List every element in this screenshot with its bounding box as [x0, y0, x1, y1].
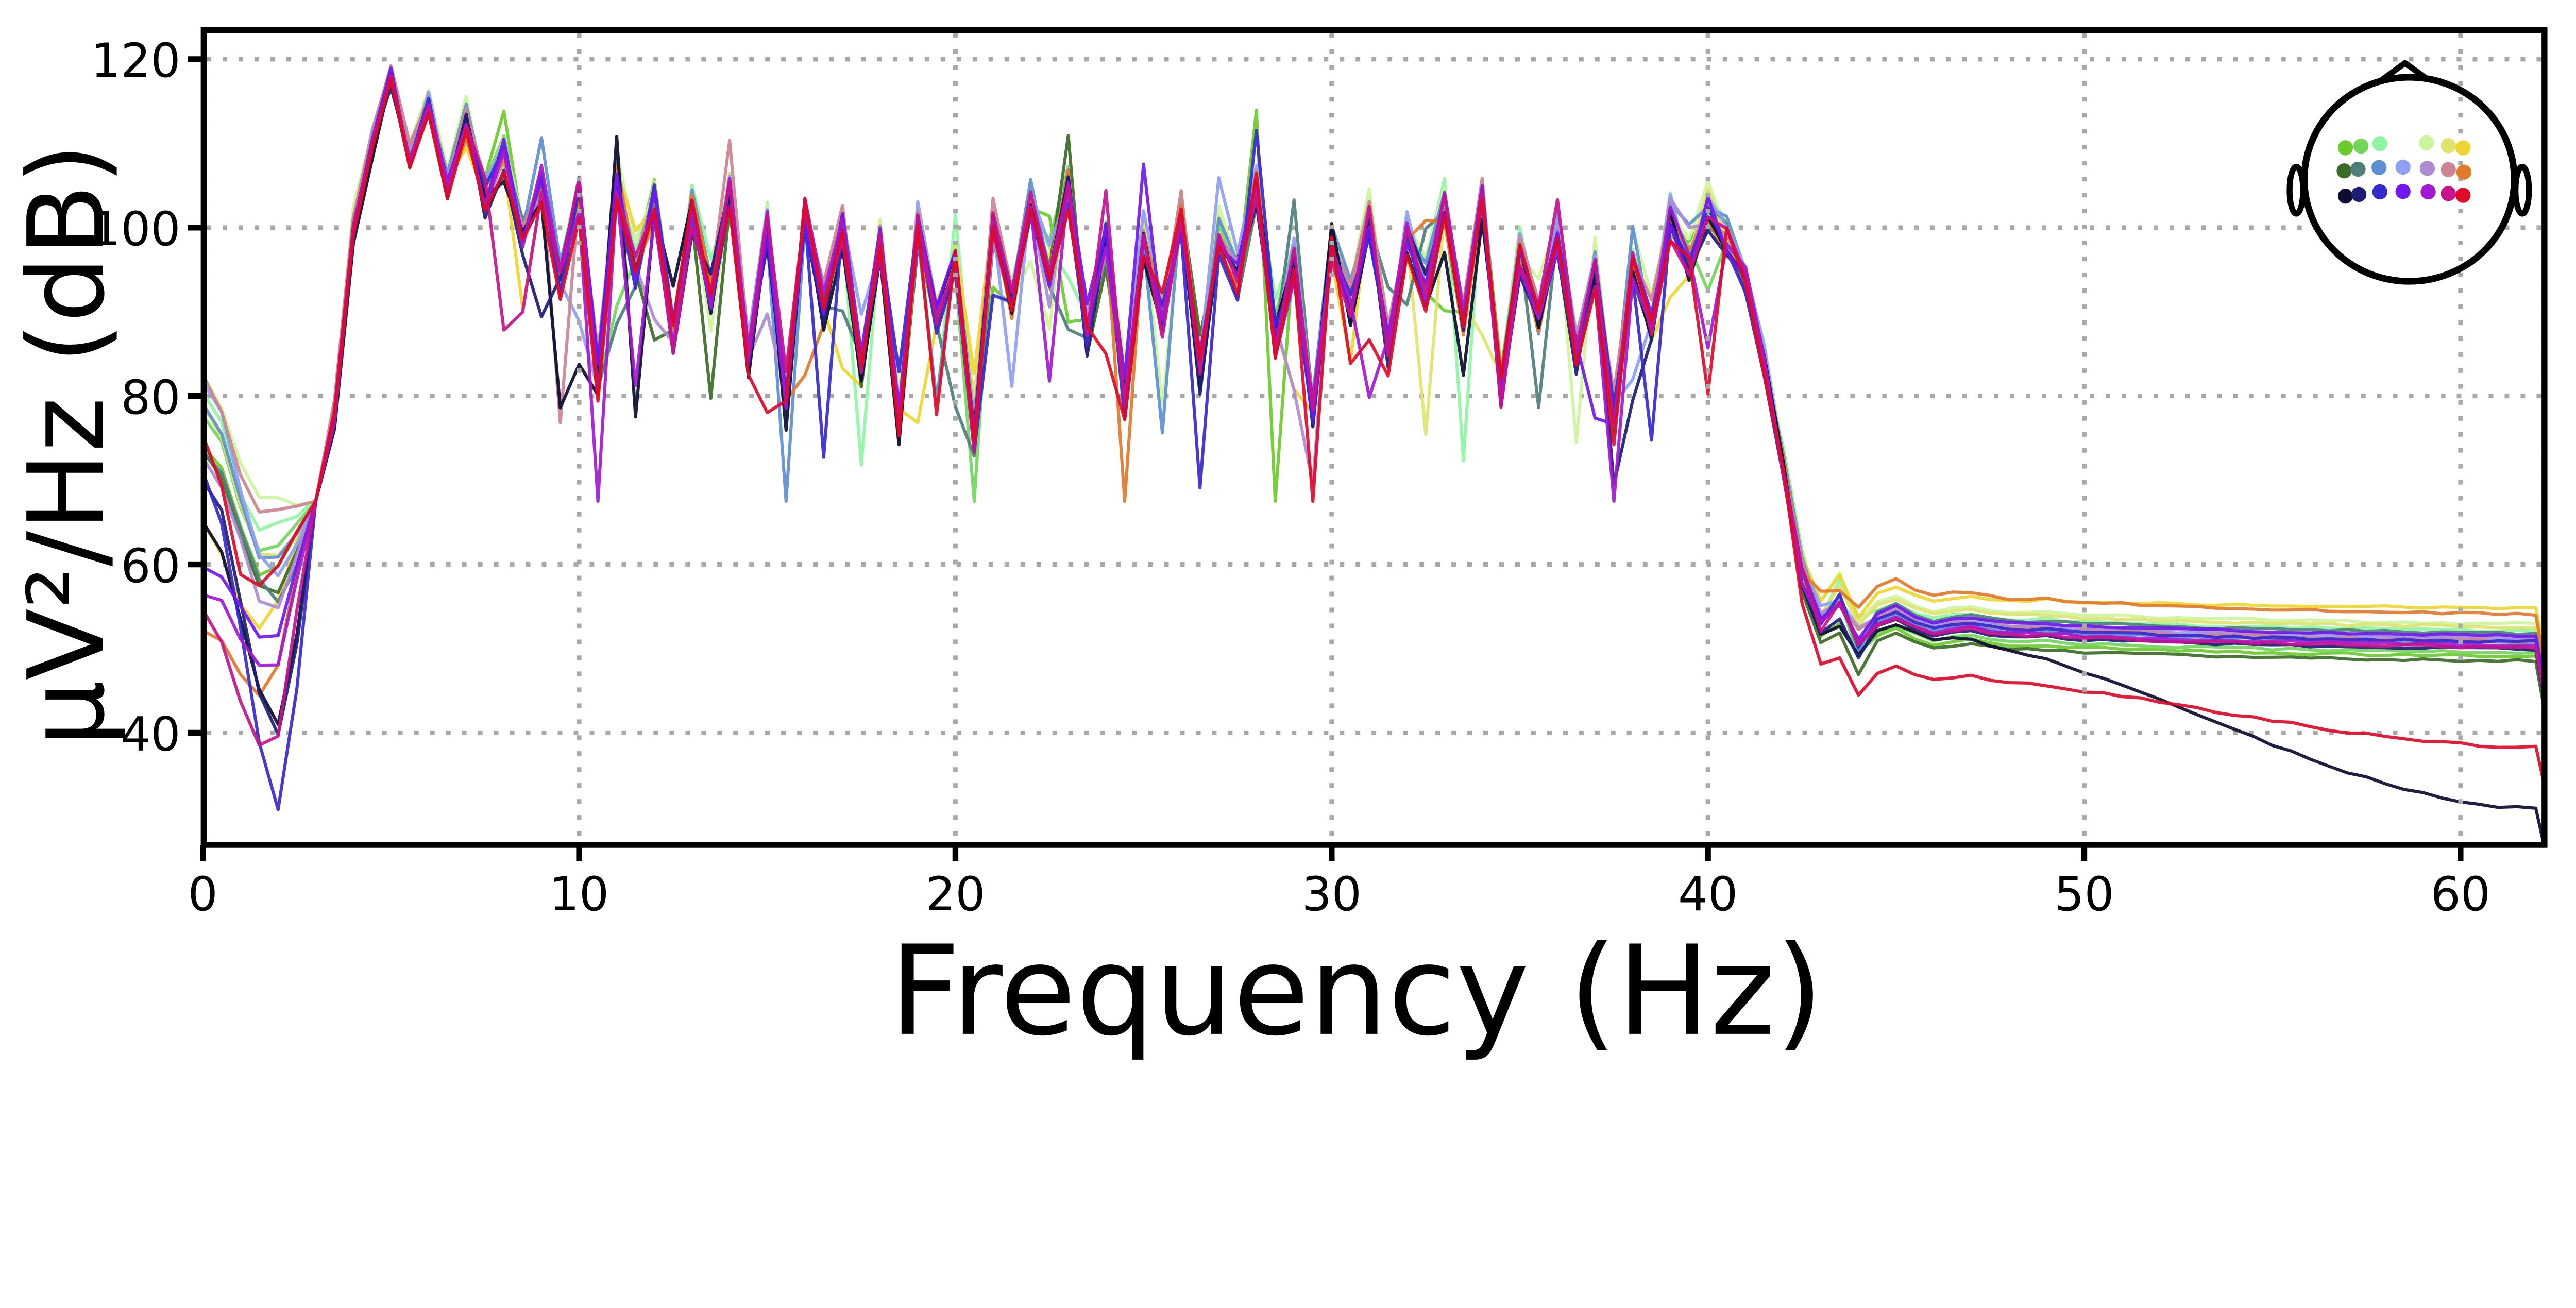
electrode-dot-ch19: [2441, 186, 2456, 201]
electrode-dot-ch05: [2441, 138, 2456, 154]
electrode-dot-ch09: [2371, 160, 2387, 175]
axes-spines: [200, 27, 2548, 848]
electrode-dot-ch08: [2350, 161, 2366, 177]
x-tick-label-10: 10: [549, 867, 609, 922]
electrode-dot-ch12: [2441, 162, 2456, 177]
x-tick-label-20: 20: [925, 867, 985, 922]
tick-marks: [188, 56, 2464, 861]
y-tick-label-120: 120: [91, 33, 180, 88]
head-outline-icon: [2301, 74, 2518, 285]
vertical-gridlines: [577, 33, 2463, 842]
plot-area: [204, 30, 2545, 845]
y-tick-label-60: 60: [121, 538, 180, 593]
electrode-dot-ch20: [2455, 188, 2471, 203]
x-tick-label-30: 30: [1302, 867, 1362, 922]
y-tick-label-100: 100: [91, 201, 180, 257]
electrode-dot-ch18: [2420, 184, 2436, 200]
psd-trace-ch18: [205, 78, 2544, 689]
right-ear-icon: [2512, 163, 2532, 217]
electrode-dot-ch17: [2395, 184, 2411, 199]
x-tick-label-50: 50: [2054, 867, 2114, 922]
electrode-dot-ch11: [2419, 161, 2435, 176]
electrode-dot-ch03: [2372, 136, 2388, 151]
y-axis-label: µV²/Hz (dB): [6, 143, 128, 747]
y-tick-label-40: 40: [121, 707, 180, 762]
electrode-dot-ch16: [2372, 184, 2388, 200]
x-tick-label-60: 60: [2431, 867, 2490, 922]
figure-container: 0 10 20 30 40 50 60 40 60 80 100 120 Frequency (Hz…: [6, 27, 2548, 1063]
psd-traces: [205, 64, 2544, 843]
x-tick-labels: 0 10 20 30 40 50 60: [188, 867, 2490, 922]
electrode-dot-ch10: [2395, 159, 2411, 175]
electrode-dot-ch15: [2351, 186, 2367, 202]
electrode-dot-ch01: [2337, 140, 2353, 156]
y-tick-label-80: 80: [121, 370, 180, 425]
electrode-dot-ch06: [2455, 140, 2471, 156]
electrode-dot-ch07: [2336, 163, 2352, 179]
eeg-psd-plot: 0 10 20 30 40 50 60 40 60 80 100 120 Frequency (Hz…: [6, 27, 2548, 1063]
x-tick-label-0: 0: [188, 867, 218, 922]
psd-trace-ch20: [205, 76, 2544, 782]
electrode-dot-ch04: [2419, 135, 2434, 150]
left-ear-icon: [2286, 163, 2306, 217]
electrode-dots: [2336, 135, 2472, 204]
electrode-dot-ch13: [2456, 164, 2472, 180]
x-axis-label: Frequency (Hz): [889, 919, 1823, 1063]
head-topomap-inset: [2286, 60, 2532, 285]
x-tick-label-40: 40: [1678, 867, 1738, 922]
electrode-dot-ch02: [2353, 138, 2369, 154]
y-tick-labels: 40 60 80 100 120: [91, 33, 180, 761]
electrode-dot-ch14: [2337, 188, 2353, 204]
